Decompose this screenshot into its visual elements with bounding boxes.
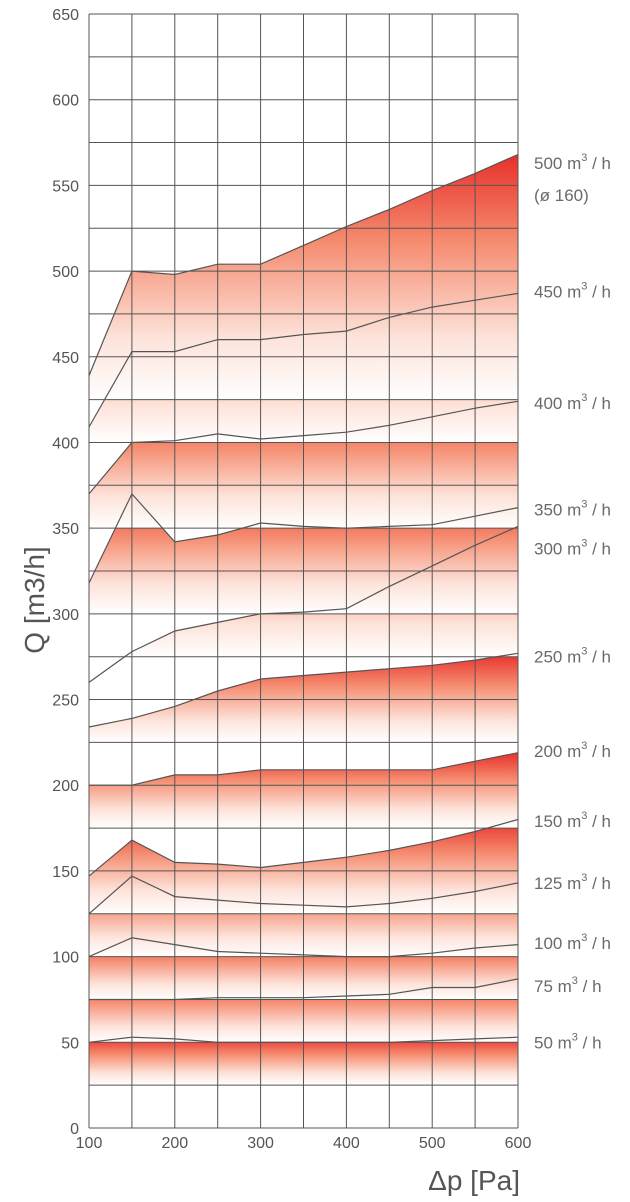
- grid-lines: [88, 13, 519, 1129]
- series-label: 450 m3 / h: [534, 281, 611, 302]
- band-line: [88, 492, 519, 584]
- series-label: 50 m3 / h: [534, 1031, 602, 1052]
- series-label: 125 m3 / h: [534, 872, 611, 893]
- series-label: 300 m3 / h: [534, 538, 611, 559]
- band-line: [88, 875, 519, 915]
- y-tick-label: 300: [52, 607, 79, 624]
- band-line: [88, 153, 519, 376]
- band-line: [88, 292, 519, 428]
- band-outlines: [88, 153, 519, 1043]
- x-tick-label: 200: [161, 1135, 188, 1152]
- band-line: [88, 1036, 519, 1043]
- y-tick-label: 200: [52, 778, 79, 795]
- x-axis-ticks: 100 200 300 400 500 600: [76, 1135, 532, 1152]
- series-labels: 50 m3 / h 75 m3 / h 100 m3 / h 125 m3 / h 15…: [534, 152, 611, 1052]
- series-label: 250 m3 / h: [534, 646, 611, 667]
- series-label: 100 m3 / h: [534, 932, 611, 953]
- y-tick-label: 450: [52, 350, 79, 367]
- y-tick-label: 250: [52, 693, 79, 710]
- x-axis-title: Δp [Pa]: [428, 1165, 520, 1196]
- band-line: [88, 525, 519, 683]
- y-tick-label: 350: [52, 521, 79, 538]
- band-area: [89, 526, 518, 683]
- y-tick-label: 400: [52, 435, 79, 452]
- x-tick-label: 100: [76, 1135, 103, 1152]
- band-line: [89, 752, 519, 786]
- y-tick-label: 600: [52, 93, 79, 110]
- y-tick-label: 100: [52, 950, 79, 967]
- series-label-note: (ø 160): [534, 186, 589, 205]
- y-tick-label: 550: [52, 178, 79, 195]
- band-line: [88, 652, 519, 728]
- y-axis-ticks: 0 50 100 150 200 250 300 350 400 450 500 550 600 650: [52, 7, 79, 1138]
- series-label: 400 m3 / h: [534, 392, 611, 413]
- series-label: 500 m3 / h: [534, 152, 611, 173]
- x-tick-label: 600: [505, 1135, 532, 1152]
- series-label: 75 m3 / h: [534, 975, 602, 996]
- band-line: [88, 818, 519, 877]
- y-tick-label: 500: [52, 264, 79, 281]
- series-label: 200 m3 / h: [534, 740, 611, 761]
- series-label: 350 m3 / h: [534, 498, 611, 519]
- x-tick-label: 400: [333, 1135, 360, 1152]
- band-line: [89, 978, 519, 1001]
- y-tick-label: 650: [52, 7, 79, 24]
- series-label: 150 m3 / h: [534, 810, 611, 831]
- x-tick-label: 300: [247, 1135, 274, 1152]
- y-tick-label: 150: [52, 864, 79, 881]
- y-axis-title: Q [m3/h]: [19, 546, 50, 653]
- y-tick-label: 0: [70, 1121, 79, 1138]
- y-tick-label: 50: [61, 1035, 79, 1052]
- x-tick-label: 500: [419, 1135, 446, 1152]
- band-line: [88, 400, 519, 495]
- band-line: [88, 937, 519, 958]
